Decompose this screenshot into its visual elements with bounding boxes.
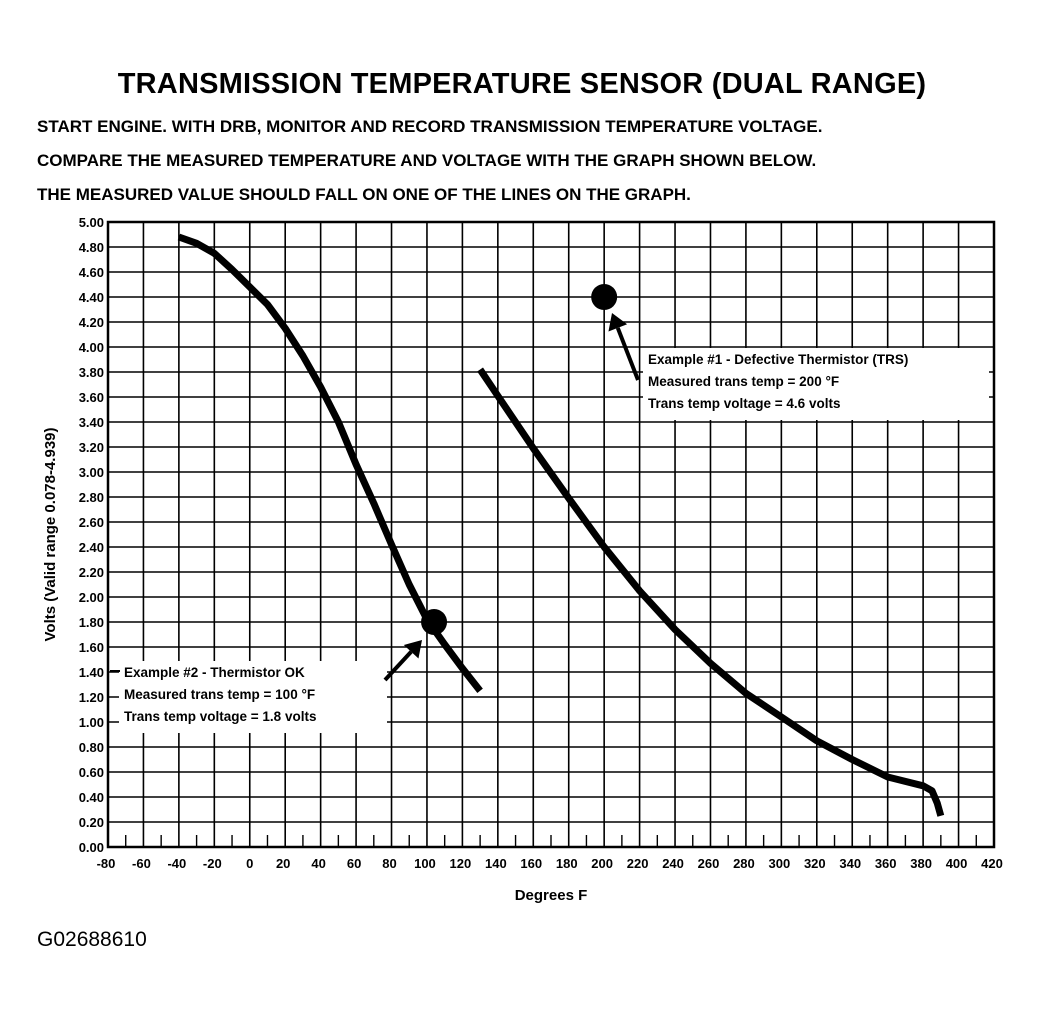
x-tick-label: 120 <box>450 856 472 871</box>
x-tick-label: 340 <box>839 856 861 871</box>
x-tick-label: 420 <box>981 856 1003 871</box>
chart-annotations: Example #1 - Defective Thermistor (TRS) M… <box>110 284 989 733</box>
example-2-arrow-shaft <box>383 650 413 682</box>
example-1-marker <box>591 284 618 310</box>
y-tick-label: 0.40 <box>79 790 104 805</box>
x-tick-label: 200 <box>591 856 613 871</box>
x-tick-label: -60 <box>132 856 151 871</box>
instruction-line-2: COMPARE THE MEASURED TEMPERATURE AND VOL… <box>37 151 817 170</box>
y-tick-label: 4.40 <box>79 290 104 305</box>
instruction-line-3: THE MEASURED VALUE SHOULD FALL ON ONE OF… <box>37 185 691 204</box>
x-tick-label: 240 <box>662 856 684 871</box>
annotation-2-background <box>119 661 387 733</box>
chart-grid <box>106 220 996 849</box>
x-tick-label: 0 <box>246 856 253 871</box>
x-tick-label: 80 <box>382 856 396 871</box>
x-tick-label: 300 <box>769 856 791 871</box>
plot-frame <box>106 220 996 849</box>
annotation-2-line-3: Trans temp voltage = 1.8 volts <box>124 709 316 724</box>
x-tick-label: -20 <box>203 856 222 871</box>
x-tick-label: 180 <box>556 856 578 871</box>
x-tick-label: 40 <box>311 856 325 871</box>
x-tick-label: 60 <box>347 856 361 871</box>
y-tick-label: 0.60 <box>79 765 104 780</box>
y-tick-label: 1.40 <box>79 665 104 680</box>
x-tick-label: 280 <box>733 856 755 871</box>
x-axis-label: Degrees F <box>515 887 588 904</box>
y-tick-label: 1.60 <box>79 640 104 655</box>
y-tick-label: 2.00 <box>79 590 104 605</box>
x-axis-ticks: -80 -60 -40 -20 0 20 40 60 80 100 120 140 160 180 200 2… <box>97 856 1003 871</box>
annotation-1-background <box>643 348 989 420</box>
y-tick-label: 4.20 <box>79 315 104 330</box>
y-tick-label: 1.80 <box>79 615 104 630</box>
y-tick-label: 2.40 <box>79 540 104 555</box>
y-tick-label: 0.20 <box>79 815 104 830</box>
x-tick-label: 360 <box>875 856 897 871</box>
instruction-line-1: START ENGINE. WITH DRB, MONITOR AND RECO… <box>37 117 823 136</box>
x-tick-label: 140 <box>485 856 507 871</box>
y-tick-label: 3.40 <box>79 415 104 430</box>
annotation-1-line-3: Trans temp voltage = 4.6 volts <box>648 396 840 411</box>
y-tick-label: 4.80 <box>79 240 104 255</box>
x-tick-label: 100 <box>414 856 436 871</box>
y-tick-label: 0.80 <box>79 740 104 755</box>
page-title: TRANSMISSION TEMPERATURE SENSOR (DUAL RA… <box>117 68 927 100</box>
example-1-arrow-head <box>608 313 628 332</box>
x-tick-label: -80 <box>97 856 116 871</box>
example-2-arrow-head <box>403 640 422 659</box>
x-tick-label: 20 <box>276 856 290 871</box>
y-tick-label: 4.00 <box>79 340 104 355</box>
figure-id: G02688610 <box>37 928 147 951</box>
series-line-2 <box>477 367 945 817</box>
y-tick-label: 3.00 <box>79 465 104 480</box>
y-tick-label: 2.20 <box>79 565 104 580</box>
y-tick-label: 2.80 <box>79 490 104 505</box>
x-tick-label: 380 <box>910 856 932 871</box>
example-2-marker <box>421 609 448 635</box>
x-tick-label: 320 <box>804 856 826 871</box>
example-1-arrow-shaft <box>615 327 640 381</box>
annotation-1-line-1: Example #1 - Defective Thermistor (TRS) <box>648 352 908 367</box>
y-axis-ticks: 0.00 0.20 0.40 0.60 0.80 1.00 1.20 1.40 1.60 1.80… <box>79 215 104 855</box>
annotation-1-line-2: Measured trans temp = 200 °F <box>648 374 839 389</box>
y-tick-label: 1.00 <box>79 715 104 730</box>
y-tick-label: 0.00 <box>79 840 104 855</box>
y-tick-label: 2.60 <box>79 515 104 530</box>
annotation-2-line-2: Measured trans temp = 100 °F <box>124 687 315 702</box>
x-tick-label: 260 <box>698 856 720 871</box>
annotation-2-line-1: Example #2 - Thermistor OK <box>124 665 305 680</box>
x-tick-label: -40 <box>167 856 186 871</box>
y-tick-label: 3.20 <box>79 440 104 455</box>
y-tick-label: 3.60 <box>79 390 104 405</box>
y-tick-label: 1.20 <box>79 690 104 705</box>
y-tick-label: 3.80 <box>79 365 104 380</box>
x-tick-label: 160 <box>520 856 542 871</box>
x-tick-label: 220 <box>627 856 649 871</box>
y-axis-label: Volts (Valid range 0.078-4.939) <box>42 428 59 642</box>
x-tick-label: 400 <box>946 856 968 871</box>
y-tick-label: 4.60 <box>79 265 104 280</box>
y-tick-label: 5.00 <box>79 215 104 230</box>
